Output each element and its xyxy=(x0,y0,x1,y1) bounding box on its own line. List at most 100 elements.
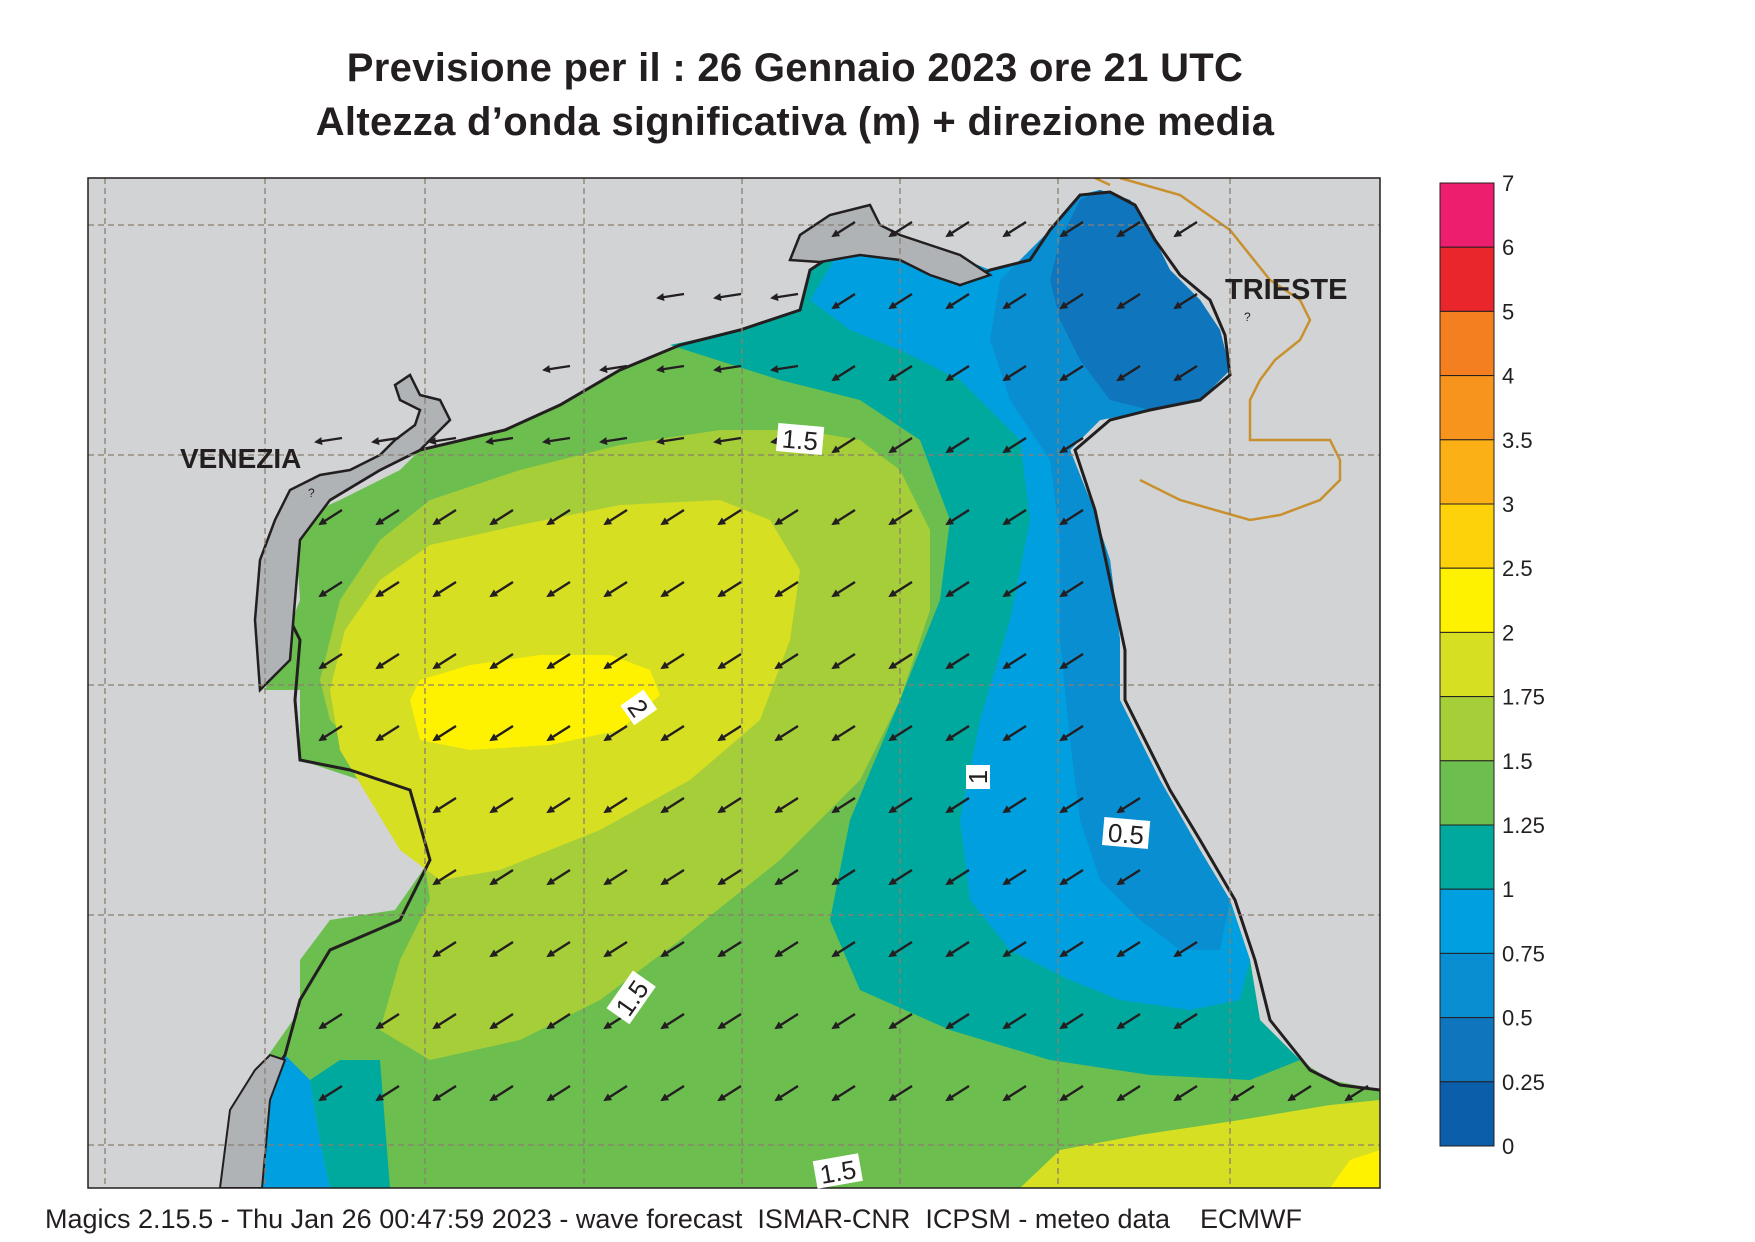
wave-arrow xyxy=(1059,364,1084,382)
wave-arrow xyxy=(831,508,856,526)
wave-arrow xyxy=(371,436,400,446)
wave-arrow xyxy=(375,1012,400,1030)
wave-arrow xyxy=(831,868,856,886)
legend-label: 0.25 xyxy=(1502,1070,1545,1095)
venice-lagoon xyxy=(253,373,452,693)
city-marker-venezia: ? xyxy=(308,486,315,500)
wave-arrow xyxy=(1173,940,1198,958)
legend-label: 3 xyxy=(1502,492,1514,517)
wave-arrow xyxy=(770,364,799,374)
svg-text:1: 1 xyxy=(963,770,993,784)
wave-arrow xyxy=(1002,796,1027,814)
chart-subtitle: Altezza d’onda significativa (m) + direz… xyxy=(315,100,1275,144)
wave-arrow xyxy=(546,580,571,598)
wave-arrow xyxy=(888,220,913,238)
wave-arrow xyxy=(1059,724,1084,742)
wave-arrow xyxy=(945,868,970,886)
wave-arrow xyxy=(1002,292,1027,310)
wave-arrow xyxy=(1116,364,1141,382)
wave-arrow xyxy=(1116,940,1141,958)
wave-arrow xyxy=(1059,508,1084,526)
wave-arrow xyxy=(888,652,913,670)
wave-arrow xyxy=(717,724,742,742)
wave-arrow xyxy=(1287,1084,1312,1102)
wave-arrow xyxy=(660,796,685,814)
wave-arrow xyxy=(888,724,913,742)
wave-arrow xyxy=(831,724,856,742)
wave-arrow xyxy=(1059,652,1084,670)
wave-arrow xyxy=(774,940,799,958)
city-label-trieste: TRIESTE xyxy=(1225,274,1347,306)
wave-arrow xyxy=(375,652,400,670)
wave-arrow xyxy=(888,580,913,598)
legend-swatch xyxy=(1439,952,1495,1019)
contour-band-sw-teal xyxy=(310,1060,390,1188)
wave-arrow xyxy=(489,1012,514,1030)
wave-arrow xyxy=(1230,1084,1255,1102)
wave-arrow xyxy=(603,724,628,742)
wave-arrow xyxy=(717,940,742,958)
wave-arrow xyxy=(428,436,457,446)
wave-arrow xyxy=(489,652,514,670)
wave-arrow xyxy=(1002,436,1027,454)
wave-arrow xyxy=(1002,364,1027,382)
wave-arrow xyxy=(713,292,742,302)
wave-arrow xyxy=(717,508,742,526)
city-label-venezia: VENEZIA xyxy=(180,443,301,474)
wave-arrow xyxy=(888,364,913,382)
wave-arrow xyxy=(432,652,457,670)
wave-arrow xyxy=(314,436,343,446)
wave-arrow xyxy=(1059,868,1084,886)
legend-swatch xyxy=(1439,1081,1495,1147)
wave-arrow xyxy=(1173,364,1198,382)
legend-label: 0.5 xyxy=(1502,1006,1533,1031)
wave-arrow xyxy=(945,292,970,310)
legend-swatch xyxy=(1439,696,1495,762)
wave-arrow xyxy=(945,364,970,382)
wave-arrow xyxy=(375,580,400,598)
wave-arrow xyxy=(489,580,514,598)
wave-arrow xyxy=(831,1084,856,1102)
wave-arrow xyxy=(660,580,685,598)
wave-arrow xyxy=(774,724,799,742)
wave-arrow xyxy=(1002,868,1027,886)
wave-arrow xyxy=(774,1084,799,1102)
wave-arrow xyxy=(945,1012,970,1030)
wave-arrow xyxy=(713,436,742,446)
wave-arrow xyxy=(774,796,799,814)
legend-swatch xyxy=(1439,824,1495,890)
wave-arrow xyxy=(945,1084,970,1102)
wave-arrow xyxy=(603,652,628,670)
svg-text:1.5: 1.5 xyxy=(781,423,820,456)
wave-arrow xyxy=(489,1084,514,1102)
legend-swatch xyxy=(1439,375,1495,441)
wave-arrow xyxy=(1059,1084,1084,1102)
wave-direction-arrows xyxy=(314,220,1369,1102)
wave-arrow xyxy=(546,868,571,886)
wave-arrow xyxy=(945,436,970,454)
wave-arrow xyxy=(831,1012,856,1030)
legend-swatch xyxy=(1439,439,1495,505)
wave-arrow xyxy=(489,508,514,526)
legend-label: 4 xyxy=(1502,364,1514,389)
wave-arrow xyxy=(1059,1012,1084,1030)
contour-band-2-2.5-south xyxy=(1330,1150,1380,1188)
wave-arrow xyxy=(546,652,571,670)
wave-arrow xyxy=(489,868,514,886)
wave-arrow xyxy=(318,1084,343,1102)
svg-text:1.5: 1.5 xyxy=(818,1154,859,1190)
wave-arrow xyxy=(660,1084,685,1102)
wave-arrow xyxy=(774,868,799,886)
wave-arrow xyxy=(318,508,343,526)
wave-arrow xyxy=(546,1012,571,1030)
wave-arrow xyxy=(660,508,685,526)
wave-arrow xyxy=(1116,1084,1141,1102)
wave-arrow xyxy=(831,580,856,598)
wave-arrow xyxy=(1002,940,1027,958)
legend-swatch xyxy=(1439,310,1495,377)
wave-arrow xyxy=(945,508,970,526)
wave-arrow xyxy=(656,364,685,374)
wave-arrow xyxy=(1059,436,1084,454)
wave-arrow xyxy=(656,292,685,302)
wave-arrow xyxy=(1116,868,1141,886)
